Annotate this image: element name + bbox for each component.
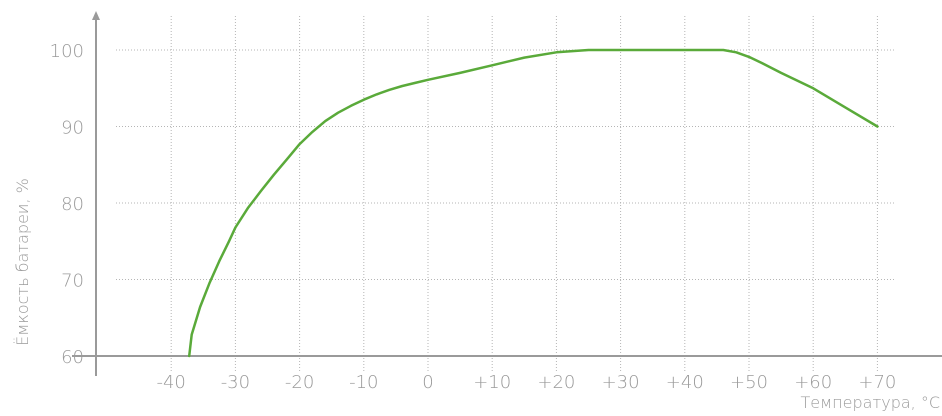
grid [116, 16, 896, 372]
x-tick-label: +60 [794, 372, 832, 393]
y-tick-label: 100 [50, 41, 84, 62]
x-tick-label: +40 [666, 372, 704, 393]
series [187, 48, 879, 358]
series-line-0 [187, 48, 879, 358]
x-tick-labels: -40 -30 -20 -10 0 +10 +20 +30 +40 +50 +60 +70 [156, 372, 896, 393]
x-tick-label: -20 [285, 372, 314, 393]
x-tick-label: -40 [156, 372, 185, 393]
x-tick-label: -10 [349, 372, 378, 393]
y-tick-label: 90 [61, 118, 84, 139]
x-tick-label: +10 [473, 372, 511, 393]
y-tick-label: 70 [61, 271, 84, 292]
x-tick-label: +30 [602, 372, 640, 393]
axes [72, 11, 942, 376]
x-tick-label: -30 [221, 372, 250, 393]
y-tick-labels: 60 70 80 90 100 [50, 41, 84, 368]
x-axis-title: Температура, °C [800, 393, 940, 412]
x-tick-label: +70 [858, 372, 896, 393]
y-axis-arrow [92, 11, 100, 20]
x-tick-label: 0 [422, 372, 433, 393]
y-axis-title: Ёмкость батареи, % [13, 178, 32, 346]
x-tick-label: +50 [730, 372, 768, 393]
y-tick-label: 80 [61, 194, 84, 215]
x-tick-label: +20 [537, 372, 575, 393]
y-tick-label: 60 [61, 347, 84, 368]
